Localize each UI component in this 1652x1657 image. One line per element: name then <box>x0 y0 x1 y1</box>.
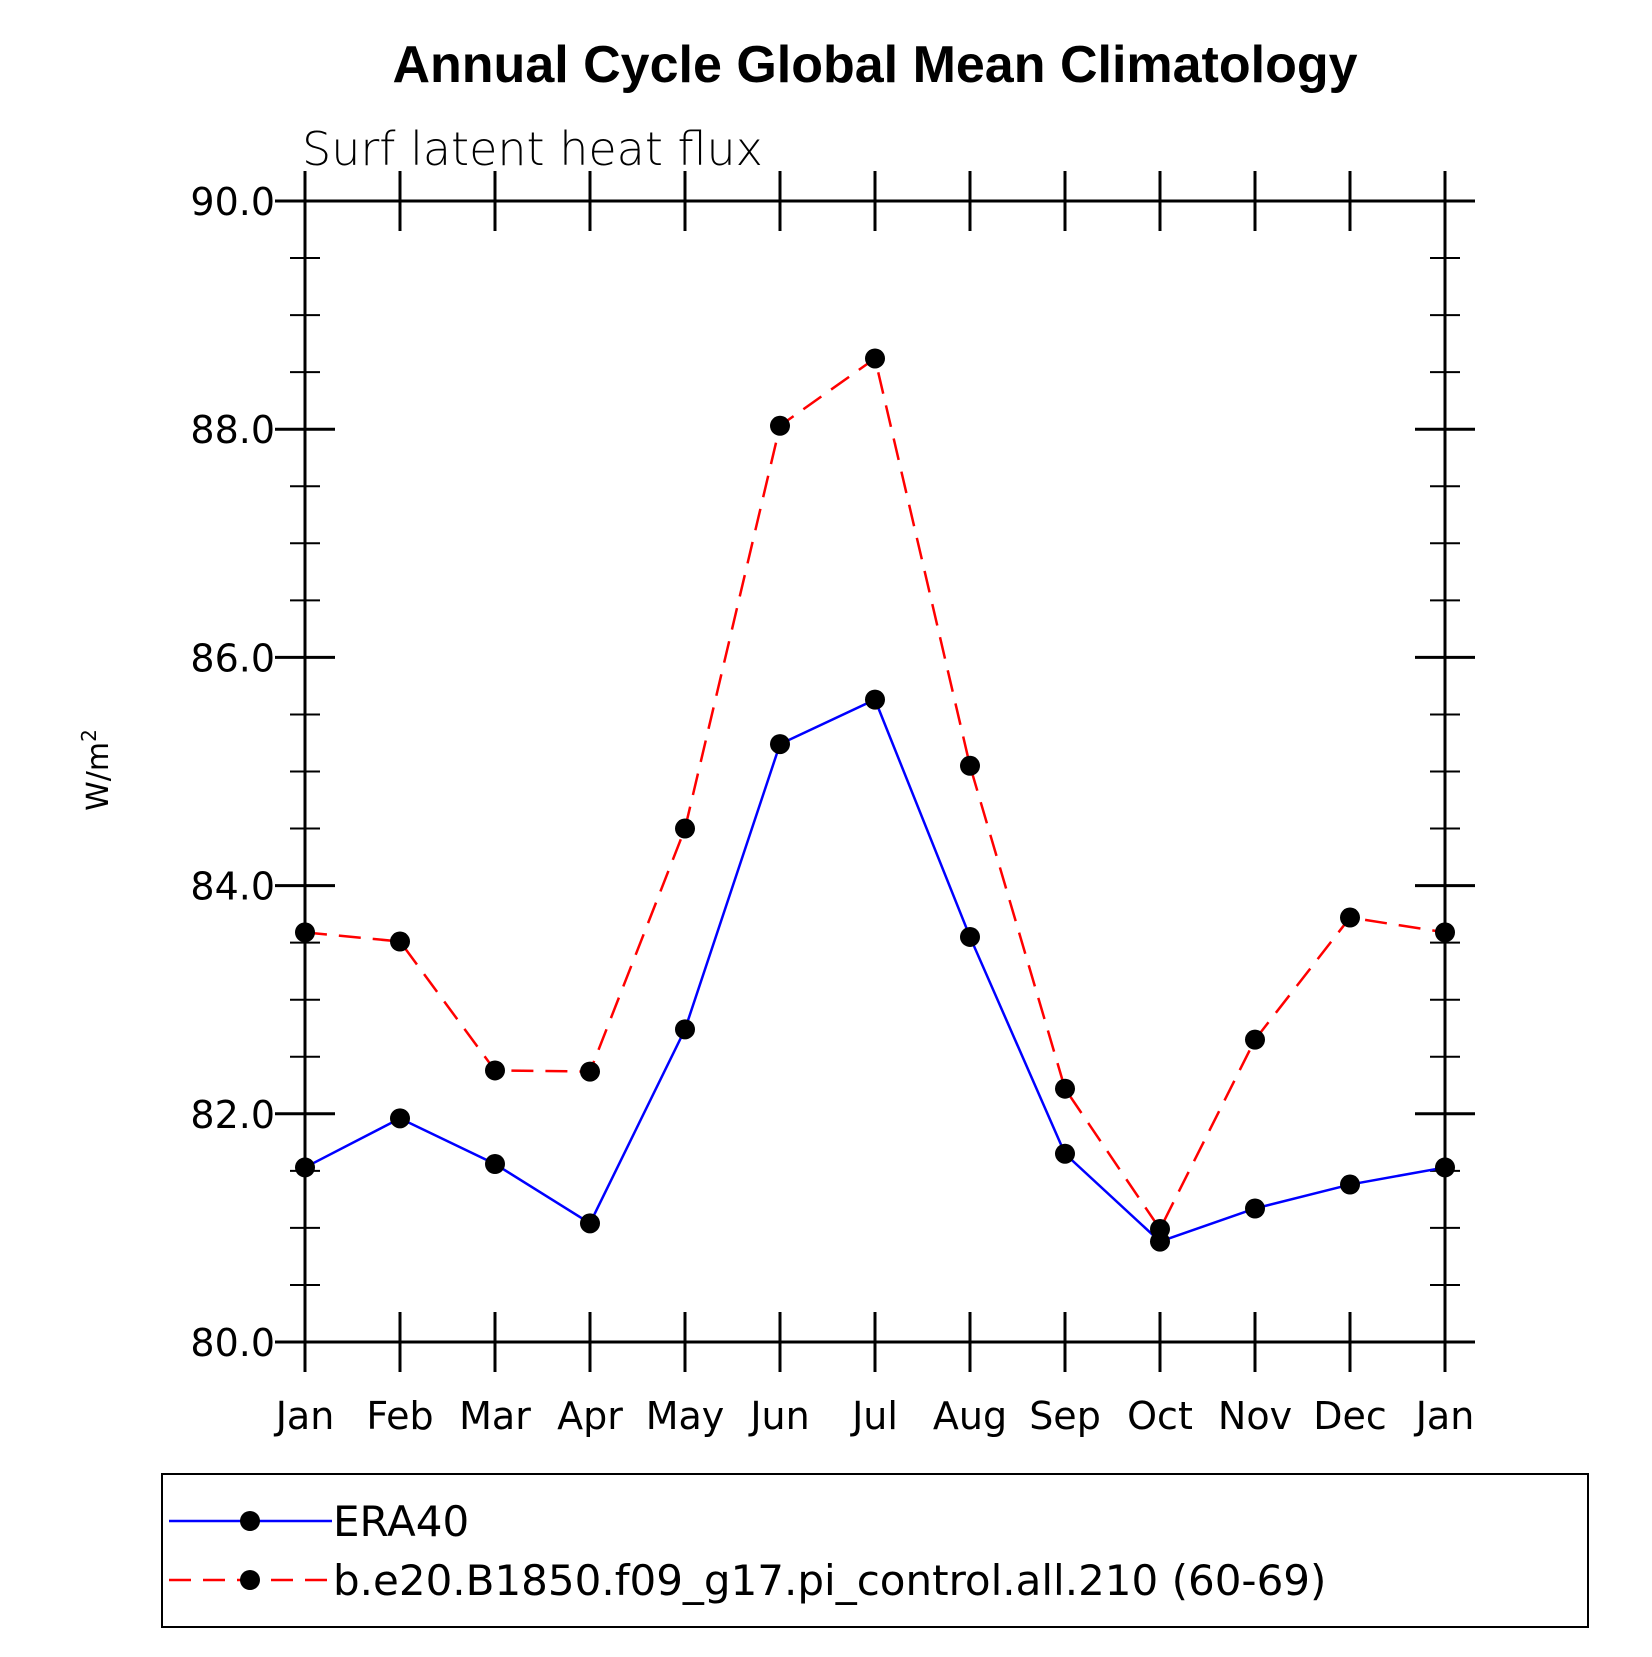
data-point-series-1 <box>485 1154 505 1175</box>
x-tick-label: Jul <box>850 1394 898 1438</box>
chart-title: Annual Cycle Global Mean Climatology <box>392 36 1357 94</box>
y-tick-label: 88.0 <box>190 408 275 452</box>
data-point-series-1 <box>865 689 885 710</box>
data-point-series-1 <box>580 1213 600 1234</box>
legend-marker-series-1 <box>240 1511 260 1531</box>
legend: ERA40 b.e20.B1850.f09_g17.pi_control.all.… <box>161 1473 1589 1628</box>
y-tick-label: 82.0 <box>190 1093 275 1137</box>
data-point-series-2 <box>580 1061 600 1082</box>
data-point-series-2 <box>1055 1078 1075 1099</box>
legend-box <box>161 1473 1589 1628</box>
data-point-series-2 <box>390 931 410 952</box>
x-tick-label: Aug <box>933 1394 1007 1438</box>
legend-items: ERA40 b.e20.B1850.f09_g17.pi_control.all.… <box>169 1497 1326 1605</box>
x-tick-label: Jan <box>1414 1394 1475 1438</box>
data-point-series-2 <box>770 415 790 436</box>
x-tick-label: Oct <box>1127 1394 1193 1438</box>
x-tick-label: Jun <box>748 1394 809 1438</box>
x-tick-labels: Jan Feb Mar Apr May Jun Jul Aug Sep Oct Nov Dec Jan <box>274 1394 1475 1438</box>
data-point-series-1 <box>960 926 980 947</box>
data-point-series-1 <box>1245 1198 1265 1219</box>
chart-subtitle: Surf latent heat flux <box>302 122 763 176</box>
data-point-series-2 <box>1340 907 1360 928</box>
x-tick-label: May <box>646 1394 725 1438</box>
legend-label-series-1: ERA40 <box>333 1497 469 1546</box>
data-point-series-2 <box>865 348 885 369</box>
y-tick-label: 84.0 <box>190 865 275 909</box>
x-tick-label: Sep <box>1029 1394 1101 1438</box>
y-tick-labels: 80.0 82.0 84.0 86.0 88.0 90.0 <box>190 180 275 1365</box>
x-tick-label: Nov <box>1218 1394 1292 1438</box>
y-tick-label: 86.0 <box>190 636 275 680</box>
plot-frame <box>303 199 1447 1344</box>
data-point-series-1 <box>770 734 790 755</box>
data-point-series-2 <box>485 1060 505 1081</box>
legend-label-series-2: b.e20.B1850.f09_g17.pi_control.all.210 (… <box>333 1556 1326 1605</box>
y-axis-label-text: W/m <box>81 742 116 811</box>
legend-marker-series-2 <box>240 1570 260 1590</box>
data-point-series-2 <box>1150 1219 1170 1240</box>
y-axis-label: W/m2 <box>77 729 116 811</box>
data-point-series-1 <box>1340 1174 1360 1195</box>
data-point-series-1 <box>390 1108 410 1129</box>
y-axis-label-superscript: 2 <box>77 729 101 742</box>
x-tick-label: Apr <box>557 1394 623 1438</box>
y-tick-label: 90.0 <box>190 180 275 224</box>
data-point-series-2 <box>675 818 695 839</box>
x-tick-label: Dec <box>1313 1394 1387 1438</box>
data-point-series-2 <box>960 755 980 776</box>
x-tick-label: Mar <box>459 1394 531 1438</box>
data-point-series-1 <box>1055 1143 1075 1164</box>
x-tick-label: Jan <box>274 1394 335 1438</box>
y-tick-label: 80.0 <box>190 1321 275 1365</box>
x-tick-label: Feb <box>366 1394 433 1438</box>
data-point-series-2 <box>1245 1029 1265 1050</box>
data-point-series-1 <box>675 1019 695 1040</box>
